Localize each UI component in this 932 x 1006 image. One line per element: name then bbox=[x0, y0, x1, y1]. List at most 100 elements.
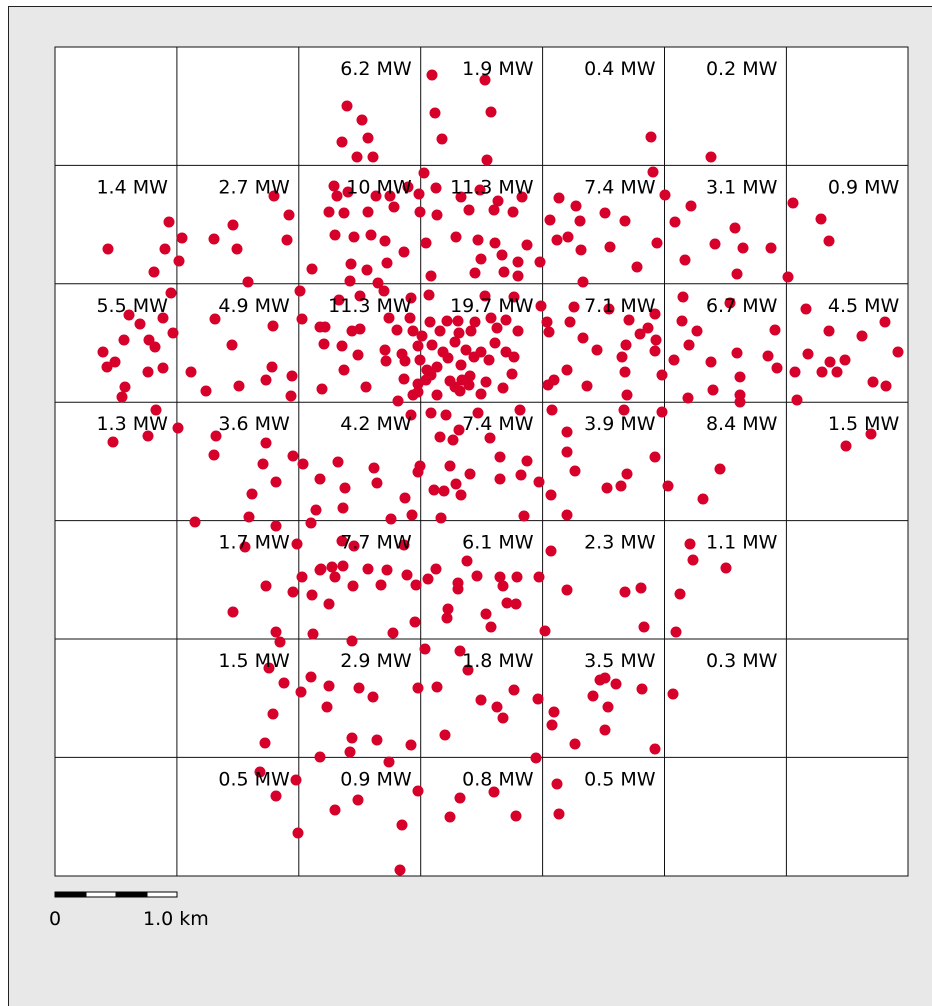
point-marker bbox=[310, 504, 322, 516]
point-marker bbox=[485, 312, 497, 324]
point-marker bbox=[491, 322, 503, 334]
scale-bar: 0 1.0 km bbox=[49, 891, 209, 930]
point-marker bbox=[471, 570, 483, 582]
point-marker bbox=[534, 256, 546, 268]
point-marker bbox=[294, 285, 306, 297]
point-marker bbox=[405, 409, 417, 421]
point-marker bbox=[379, 235, 391, 247]
point-marker bbox=[497, 712, 509, 724]
point-marker bbox=[208, 449, 220, 461]
point-marker bbox=[488, 786, 500, 798]
point-marker bbox=[431, 361, 443, 373]
point-marker bbox=[450, 231, 462, 243]
point-marker bbox=[705, 151, 717, 163]
point-marker bbox=[679, 254, 691, 266]
point-marker bbox=[501, 597, 513, 609]
point-marker bbox=[621, 389, 633, 401]
point-marker bbox=[412, 340, 424, 352]
cell-label: 1.1 MW bbox=[706, 532, 778, 554]
point-marker bbox=[561, 584, 573, 596]
point-marker bbox=[619, 586, 631, 598]
point-marker bbox=[434, 325, 446, 337]
cell-label: 10 MW bbox=[346, 176, 412, 198]
point-marker bbox=[697, 493, 709, 505]
point-marker bbox=[346, 732, 358, 744]
point-marker bbox=[422, 573, 434, 585]
point-marker bbox=[233, 380, 245, 392]
cell-label: 3.5 MW bbox=[584, 650, 656, 672]
point-layer bbox=[97, 69, 904, 876]
point-marker bbox=[439, 729, 451, 741]
point-marker bbox=[404, 312, 416, 324]
map-canvas[interactable]: 6.2 MW 1.9 MW 0.4 MW 0.2 MW 1.4 MW 2.7 MW 10 M… bbox=[0, 0, 932, 963]
cell-label: 0.8 MW bbox=[462, 768, 534, 790]
point-marker bbox=[381, 564, 393, 576]
point-marker bbox=[305, 671, 317, 683]
cell-label: 1.8 MW bbox=[462, 650, 534, 672]
point-marker bbox=[635, 582, 647, 594]
point-marker bbox=[483, 354, 495, 366]
point-marker bbox=[430, 182, 442, 194]
point-marker bbox=[709, 238, 721, 250]
point-marker bbox=[462, 664, 474, 676]
point-marker bbox=[449, 336, 461, 348]
point-marker bbox=[430, 563, 442, 575]
point-marker bbox=[388, 201, 400, 213]
point-marker bbox=[463, 379, 475, 391]
point-marker bbox=[442, 352, 454, 364]
point-marker bbox=[331, 190, 343, 202]
point-marker bbox=[396, 819, 408, 831]
cell-label: 2.7 MW bbox=[218, 176, 290, 198]
point-marker bbox=[285, 390, 297, 402]
point-marker bbox=[329, 571, 341, 583]
point-marker bbox=[731, 347, 743, 359]
point-marker bbox=[691, 325, 703, 337]
point-marker bbox=[650, 334, 662, 346]
point-marker bbox=[649, 308, 661, 320]
point-marker bbox=[287, 450, 299, 462]
point-marker bbox=[321, 701, 333, 713]
point-marker bbox=[405, 739, 417, 751]
point-marker bbox=[296, 313, 308, 325]
point-marker bbox=[533, 476, 545, 488]
point-marker bbox=[401, 569, 413, 581]
point-marker bbox=[134, 318, 146, 330]
point-marker bbox=[823, 325, 835, 337]
point-marker bbox=[623, 314, 635, 326]
point-marker bbox=[352, 349, 364, 361]
point-marker bbox=[602, 701, 614, 713]
point-marker bbox=[515, 469, 527, 481]
point-marker bbox=[368, 462, 380, 474]
cell-label: 1.4 MW bbox=[96, 176, 168, 198]
point-marker bbox=[442, 603, 454, 615]
point-marker bbox=[226, 339, 238, 351]
point-marker bbox=[367, 151, 379, 163]
point-marker bbox=[454, 385, 466, 397]
cell-label: 4.5 MW bbox=[828, 295, 900, 317]
point-marker bbox=[362, 563, 374, 575]
point-marker bbox=[599, 724, 611, 736]
point-marker bbox=[360, 381, 372, 393]
point-marker bbox=[782, 271, 794, 283]
scale-start-label: 0 bbox=[49, 908, 61, 930]
point-marker bbox=[292, 827, 304, 839]
point-marker bbox=[435, 512, 447, 524]
point-marker bbox=[375, 579, 387, 591]
point-marker bbox=[270, 520, 282, 532]
point-marker bbox=[645, 131, 657, 143]
point-marker bbox=[163, 216, 175, 228]
point-marker bbox=[452, 315, 464, 327]
point-marker bbox=[604, 241, 616, 253]
point-marker bbox=[492, 195, 504, 207]
point-marker bbox=[257, 458, 269, 470]
point-marker bbox=[683, 339, 695, 351]
point-marker bbox=[485, 106, 497, 118]
cell-label: 3.6 MW bbox=[218, 413, 290, 435]
cell-label: 4.2 MW bbox=[340, 413, 412, 435]
point-marker bbox=[407, 389, 419, 401]
point-marker bbox=[682, 392, 694, 404]
point-marker bbox=[274, 636, 286, 648]
point-marker bbox=[651, 237, 663, 249]
point-marker bbox=[734, 371, 746, 383]
point-marker bbox=[472, 234, 484, 246]
